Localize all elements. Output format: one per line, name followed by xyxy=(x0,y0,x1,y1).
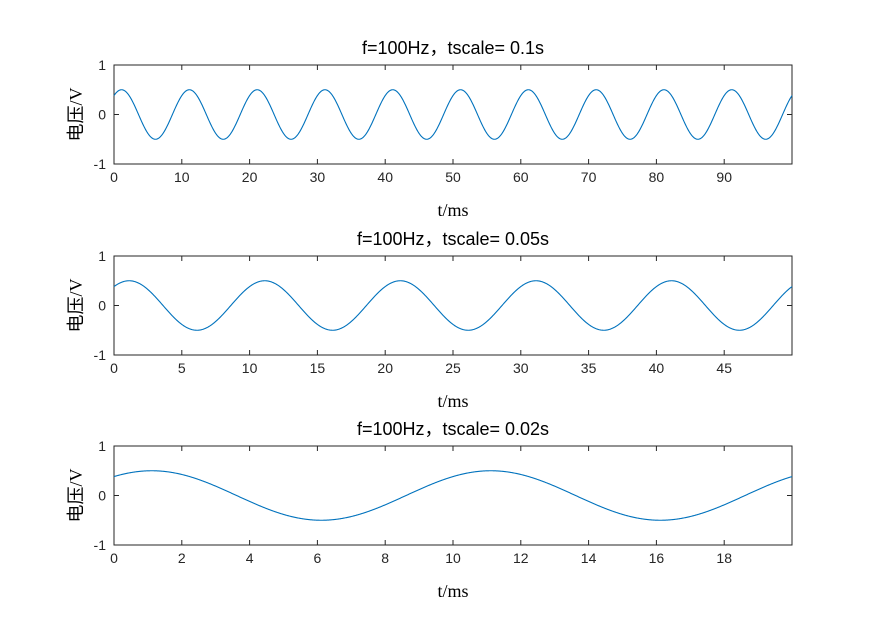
x-tick-label: 40 xyxy=(377,169,393,185)
x-tick-label: 90 xyxy=(716,169,732,185)
x-tick-label: 0 xyxy=(110,550,118,566)
subplot-1: 0 10 20 30 40 50 60 70 80 90 -101 f=100Hz，tscale=… xyxy=(66,38,793,220)
x-tick-label: 0 xyxy=(110,169,118,185)
x-tick-label: 14 xyxy=(581,550,597,566)
x-tick-label: 15 xyxy=(310,360,326,376)
subplot-2-x-axis-label: t/ms xyxy=(437,391,468,411)
x-tick-label: 10 xyxy=(174,169,190,185)
subplot-3-y-axis-label: 电压/V xyxy=(66,468,86,522)
x-tick-label: 60 xyxy=(513,169,529,185)
x-tick-label: 4 xyxy=(246,550,254,566)
subplot-2-y-axis-label: 电压/V xyxy=(66,278,86,332)
x-tick-label: 20 xyxy=(242,169,258,185)
x-tick-label: 30 xyxy=(513,360,529,376)
x-tick-label: 20 xyxy=(377,360,393,376)
subplot-2: 0 5 10 15 20 25 30 35 40 45 -101 f=100Hz，tscale= … xyxy=(66,229,793,411)
y-tick-label: 0 xyxy=(98,298,106,314)
x-tick-label: 35 xyxy=(581,360,597,376)
y-tick-label: -1 xyxy=(94,347,107,363)
x-tick-label: 5 xyxy=(178,360,186,376)
subplot-1-series-line xyxy=(113,89,793,140)
x-tick-label: 30 xyxy=(310,169,326,185)
y-tick-label: 0 xyxy=(98,488,106,504)
y-tick-label: 0 xyxy=(98,107,106,123)
y-tick-label: -1 xyxy=(94,537,107,553)
subplot-1-title: f=100Hz，tscale= 0.1s xyxy=(362,38,544,58)
y-tick-label: 1 xyxy=(98,438,106,454)
subplot-3: 0 2 4 6 8 10 12 14 16 18 -101 f=100Hz，tscale= 0.0… xyxy=(66,419,793,601)
subplot-1-y-axis-label: 电压/V xyxy=(66,87,86,141)
subplot-2-axes-box xyxy=(113,255,793,356)
x-tick-label: 12 xyxy=(513,550,529,566)
x-tick-label: 6 xyxy=(314,550,322,566)
x-tick-label: 45 xyxy=(716,360,732,376)
subplot-2-title: f=100Hz，tscale= 0.05s xyxy=(357,229,549,249)
subplot-3-title: f=100Hz，tscale= 0.02s xyxy=(357,419,549,439)
x-tick-label: 16 xyxy=(649,550,665,566)
x-tick-label: 0 xyxy=(110,360,118,376)
x-tick-label: 10 xyxy=(445,550,461,566)
subplot-1-x-axis-label: t/ms xyxy=(437,200,468,220)
subplot-3-x-axis-label: t/ms xyxy=(437,581,468,601)
x-tick-label: 40 xyxy=(649,360,665,376)
x-tick-label: 80 xyxy=(649,169,665,185)
x-tick-label: 50 xyxy=(445,169,461,185)
subplot-2-series-line xyxy=(113,280,793,331)
y-tick-label: -1 xyxy=(94,156,107,172)
subplot-1-axes-box xyxy=(113,64,793,165)
subplot-3-axes-box xyxy=(113,445,793,546)
x-tick-label: 10 xyxy=(242,360,258,376)
subplot-3-series-line xyxy=(113,470,793,521)
y-tick-label: 1 xyxy=(98,57,106,73)
x-tick-label: 8 xyxy=(381,550,389,566)
x-tick-label: 2 xyxy=(178,550,186,566)
x-tick-label: 70 xyxy=(581,169,597,185)
x-tick-label: 25 xyxy=(445,360,461,376)
y-tick-label: 1 xyxy=(98,248,106,264)
x-tick-label: 18 xyxy=(716,550,732,566)
